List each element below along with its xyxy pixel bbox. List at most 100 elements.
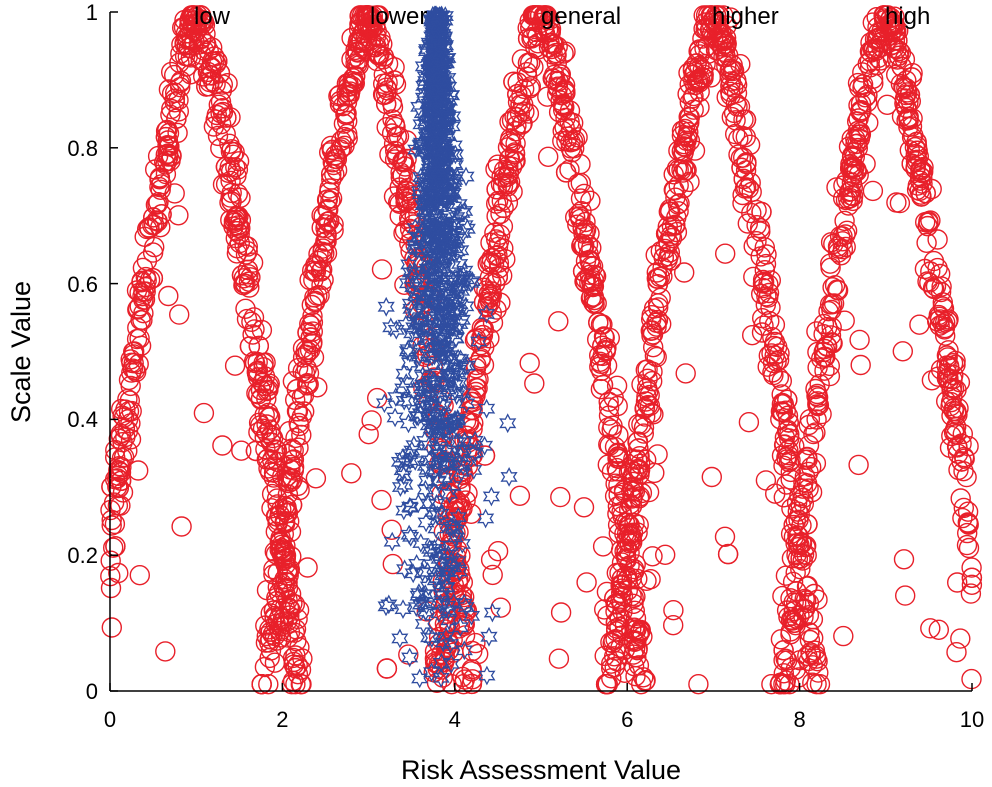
red-circle-point	[758, 282, 780, 304]
red-circle-point	[504, 142, 526, 163]
blue-star-point	[444, 365, 462, 386]
red-circle-point	[635, 359, 656, 381]
red-circle-point	[849, 77, 870, 98]
blue-star-point	[475, 435, 494, 456]
red-circle-point	[726, 70, 747, 91]
red-circle-point	[311, 274, 332, 296]
blue-star-point	[457, 166, 475, 187]
red-circle-point	[250, 379, 272, 401]
red-circle-point	[215, 123, 236, 145]
blue-star-point	[419, 319, 437, 340]
red-circle-point	[886, 192, 907, 213]
red-circle-point	[599, 327, 620, 349]
blue-star-point	[434, 337, 452, 358]
red-circle-point	[467, 378, 488, 399]
blue-star-point	[397, 373, 415, 393]
red-circle-point	[150, 179, 171, 201]
red-circle-point	[808, 395, 830, 416]
red-circle-point	[500, 128, 521, 149]
red-circle-point	[609, 607, 630, 628]
red-circle-point	[372, 84, 394, 105]
red-circle-point	[121, 400, 142, 422]
blue-star-point	[401, 647, 419, 668]
blue-star-point	[420, 60, 438, 80]
red-circle-point	[785, 510, 806, 532]
red-circle-point	[171, 34, 192, 55]
red-circle-point	[642, 546, 663, 567]
red-circle-point	[610, 637, 631, 658]
red-circle-point	[111, 447, 133, 469]
red-circle-point	[396, 181, 417, 202]
red-circle-point	[647, 274, 668, 295]
blue-star-point	[443, 116, 461, 137]
red-circle-point	[751, 201, 772, 223]
red-circle-point	[922, 277, 944, 299]
red-circle-point	[282, 647, 304, 669]
red-circle-point	[210, 91, 232, 112]
red-circle-point	[641, 309, 662, 330]
red-circle-point	[799, 629, 821, 651]
red-circle-point	[910, 170, 931, 191]
blue-star-point	[423, 628, 441, 648]
red-circle-point	[472, 324, 494, 346]
red-circle-point	[205, 53, 227, 74]
blue-star-point	[394, 599, 412, 619]
red-circle-point	[755, 294, 776, 315]
red-circle-point	[169, 76, 191, 98]
red-circle-point	[212, 98, 233, 119]
red-circle-point	[751, 322, 773, 343]
red-circle-point	[859, 51, 880, 72]
blue-star-point	[445, 238, 464, 259]
red-circle-point	[144, 159, 166, 180]
red-circle-point	[952, 507, 973, 529]
red-circle-point	[807, 387, 829, 408]
blue-star-point	[419, 415, 438, 436]
red-circle-point	[538, 146, 559, 168]
blue-star-point	[412, 134, 430, 155]
red-circle-point	[668, 174, 689, 196]
red-circle-point	[483, 254, 505, 275]
red-circle-point	[950, 628, 971, 649]
red-circle-point	[917, 215, 938, 237]
red-circle-point	[487, 266, 508, 287]
red-circle-point	[945, 416, 967, 438]
red-circle-point	[246, 383, 267, 404]
red-circle-point	[915, 182, 936, 204]
red-circle-point	[640, 569, 661, 590]
red-circle-point	[283, 654, 304, 675]
red-circle-point	[685, 61, 706, 83]
red-circle-point	[559, 111, 580, 133]
red-circle-point	[362, 17, 383, 38]
red-circle-point	[655, 223, 677, 244]
red-circle-point	[104, 513, 126, 535]
red-circle-point	[819, 365, 841, 387]
red-circle-point	[310, 261, 332, 282]
red-circle-point	[235, 273, 256, 294]
red-circle-point	[373, 73, 394, 95]
blue-star-point	[412, 241, 431, 262]
red-circle-point	[201, 51, 223, 72]
blue-star-point	[421, 108, 439, 129]
blue-star-point	[407, 597, 425, 618]
red-circle-point	[638, 381, 659, 402]
blue-star-point	[441, 220, 460, 241]
red-circle-point	[392, 165, 413, 186]
red-circle-point	[592, 374, 614, 396]
blue-star-point	[411, 668, 429, 689]
red-circle-point	[371, 489, 392, 511]
y-tick-label-0.2: 0.2	[67, 543, 98, 568]
red-circle-point	[643, 337, 664, 358]
red-circle-point	[264, 652, 286, 673]
red-circle-point	[592, 536, 614, 557]
region-label-low: low	[194, 3, 231, 30]
red-circle-point	[301, 333, 323, 355]
red-circle-point	[788, 667, 809, 688]
red-circle-point	[796, 576, 818, 597]
blue-star-point	[434, 211, 452, 232]
red-circle-point	[892, 341, 913, 362]
blue-star-point	[430, 25, 448, 46]
red-circle-point	[461, 673, 483, 695]
red-circle-point	[304, 261, 325, 283]
red-circle-point	[886, 39, 907, 60]
red-circle-point	[356, 30, 378, 51]
